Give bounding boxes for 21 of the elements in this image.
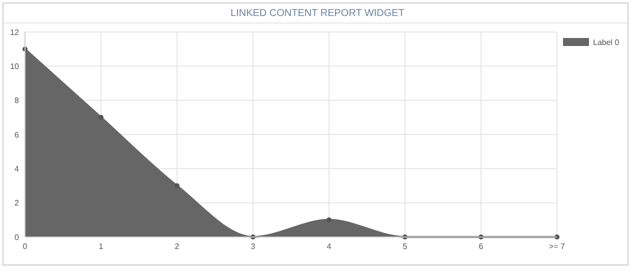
x-tick-label: 5 (402, 242, 408, 251)
x-tick-label: 0 (22, 242, 28, 251)
point (98, 114, 104, 120)
x-tick-label: 4 (326, 242, 332, 251)
point (326, 217, 332, 222)
y-tick-label: 8 (14, 96, 20, 106)
y-tick-label: 2 (14, 198, 20, 208)
point (554, 234, 560, 240)
x-tick-label: 6 (478, 242, 484, 251)
point (174, 183, 180, 188)
x-tick-label: 1 (98, 242, 104, 251)
y-tick-label: 10 (10, 62, 20, 71)
x-tick-label: 3 (250, 242, 256, 251)
x-tick-label: >= 7 (548, 242, 566, 251)
y-tick-label: 12 (10, 28, 20, 37)
legend-label: Label 0 (593, 38, 620, 47)
y-tick-label: 6 (14, 130, 20, 140)
chart-title: LINKED CONTENT REPORT WIDGET (230, 8, 404, 19)
x-tick-label: 2 (174, 242, 180, 251)
y-tick-label: 4 (14, 164, 20, 174)
y-tick-label: 0 (14, 232, 20, 242)
